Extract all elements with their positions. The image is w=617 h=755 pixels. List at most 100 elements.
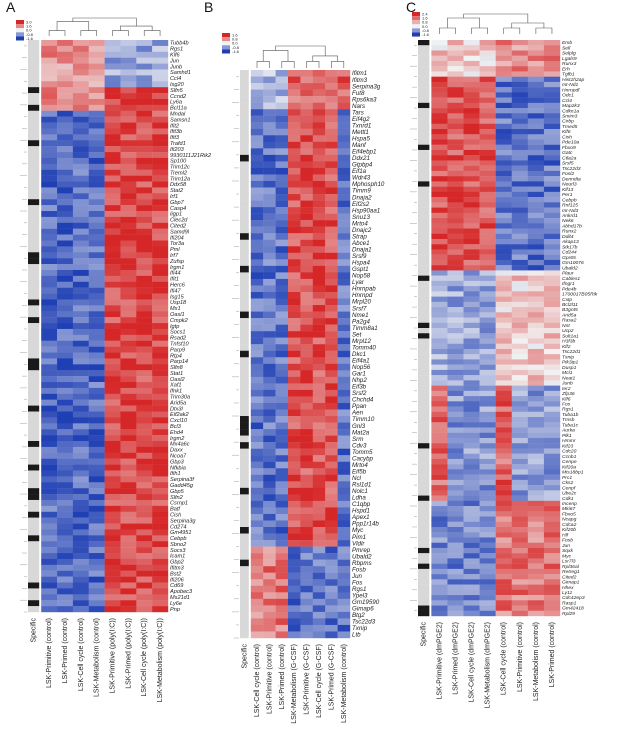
heatmap-cell (288, 298, 301, 306)
heatmap-cell (447, 364, 464, 371)
specific-cell (240, 481, 249, 489)
heatmap-cell (120, 564, 137, 571)
heatmap-cell (41, 511, 58, 518)
heatmap-cell (120, 370, 137, 377)
heatmap-cell (263, 324, 276, 332)
heatmap-cell (275, 487, 289, 495)
heatmap-cell (288, 194, 301, 201)
heatmap-cell (300, 76, 313, 84)
heatmap-cell (527, 170, 545, 177)
heatmap-cell (152, 269, 169, 277)
heatmap-cell (88, 87, 105, 94)
specific-cell (240, 239, 249, 247)
heatmap-cell (57, 452, 74, 459)
heatmap-cell (447, 118, 464, 124)
heatmap-cell (263, 298, 276, 306)
heatmap-cell (479, 338, 496, 344)
heatmap-cell (250, 148, 264, 156)
heatmap-cell (431, 453, 448, 460)
heatmap-cell (152, 75, 169, 82)
heatmap-cell (104, 216, 121, 224)
heatmap-cell (300, 96, 313, 103)
heatmap-cell (136, 140, 153, 147)
heatmap-cell (511, 485, 529, 491)
heatmap-cell (288, 161, 301, 169)
heatmap-cell (263, 389, 276, 397)
heatmap-cell (543, 186, 561, 193)
specific-cell (240, 416, 249, 423)
heatmap-cell (57, 358, 74, 365)
heatmap-cell (288, 533, 301, 541)
heatmap-cell (325, 481, 338, 489)
gene-label: Strap (352, 233, 367, 240)
heatmap-cell (463, 123, 480, 130)
specific-cell (28, 181, 40, 188)
heatmap-cell (41, 69, 58, 76)
heatmap-cell (120, 452, 137, 459)
heatmap-cell (431, 60, 448, 67)
heatmap-cell (325, 337, 338, 345)
heatmap-cell (288, 83, 301, 90)
heatmap-cell (104, 134, 121, 141)
heatmap-cell (288, 278, 301, 286)
specific-cell (418, 123, 430, 130)
gene-label: Ifitm3 (352, 77, 368, 84)
heatmap-cell (447, 60, 464, 67)
heatmap-cell (72, 110, 89, 117)
heatmap-cell (275, 402, 289, 410)
heatmap-cell (495, 45, 512, 51)
heatmap-cell (447, 595, 464, 601)
heatmap-cell (312, 487, 326, 495)
heatmap-cell (325, 122, 338, 129)
heatmap-cell (263, 207, 276, 214)
heatmap-cell (479, 55, 496, 62)
heatmap-cell (263, 435, 276, 443)
heatmap-cell (447, 401, 464, 407)
gene-label: Hspa5 (352, 136, 370, 143)
heatmap-cell (300, 598, 313, 606)
heatmap-cell (275, 298, 289, 306)
heatmap-cell (495, 113, 512, 119)
gene-label: Gar1 (352, 371, 366, 378)
heatmap-cell (325, 474, 338, 482)
gene-label: Prc1 (562, 475, 572, 481)
heatmap-cell (88, 370, 105, 377)
heatmap-cell (312, 585, 326, 593)
heatmap-cell (72, 411, 89, 418)
heatmap-cell (88, 163, 105, 170)
heatmap-cell (511, 129, 529, 135)
specific-cell (418, 411, 430, 418)
gene-label: Mndal (170, 111, 186, 117)
heatmap-cell (463, 364, 480, 371)
gene-label: C1qbp (352, 501, 371, 508)
specific-cell (418, 595, 430, 601)
heatmap-cell (275, 442, 289, 449)
heatmap-cell (431, 50, 448, 56)
heatmap-cell (263, 527, 276, 534)
heatmap-cell (41, 564, 58, 571)
heatmap-cell (337, 566, 351, 573)
heatmap-cell (136, 187, 153, 194)
heatmap-cell (463, 212, 480, 219)
heatmap-cell (495, 212, 512, 219)
heatmap-cell (300, 383, 313, 391)
heatmap-cell (527, 218, 545, 224)
heatmap-cell (72, 122, 89, 129)
specific-cell (240, 344, 249, 351)
heatmap-cell (263, 422, 276, 430)
dendrogram-link (80, 30, 97, 36)
heatmap-cell (300, 174, 313, 182)
heatmap-cell (495, 328, 512, 334)
heatmap-cell (463, 307, 480, 313)
heatmap-cell (250, 187, 264, 195)
heatmap-cell (41, 81, 58, 88)
heatmap-cell (463, 81, 480, 88)
heatmap-cell (479, 317, 496, 323)
heatmap-cell (263, 291, 276, 299)
gene-label: Ypel3 (352, 593, 368, 600)
heatmap-cell (120, 287, 137, 294)
heatmap-cell (72, 116, 89, 123)
heatmap-cell (463, 427, 480, 433)
gene-label: Rnf125 (562, 203, 578, 209)
heatmap-cell (527, 610, 545, 617)
